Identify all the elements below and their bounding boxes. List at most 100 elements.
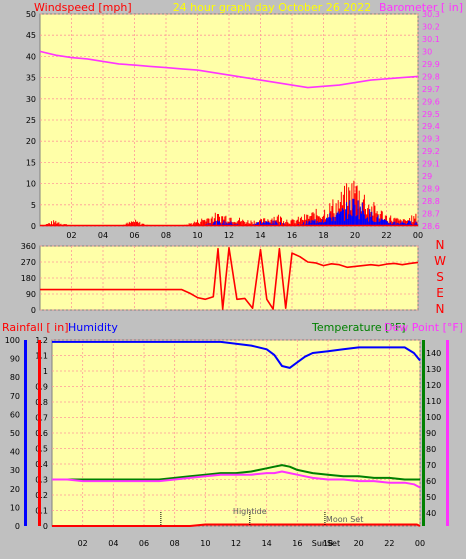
barometer-axis-label: Barometer [ in] [379,1,463,14]
humidity-axis-bar [24,340,27,526]
windspeed-tick-label: 20 [26,137,36,146]
event-markers: Hightide Moon Set SunSet [160,507,363,548]
windspeed-tick-label: 5 [31,201,36,210]
moonset-label: Moon Set [326,515,363,524]
rainfall-line [52,523,421,527]
panel-wind-barometer: 0 5 10 15 20 25 30 35 40 45 50 28.6 28.7 28.8 28.9 29 29… [26,1,463,240]
barometer-tick-label: 28.8 [422,197,440,206]
barometer-tick-label: 29.4 [422,122,440,131]
barometer-tick-label: 30.2 [422,22,440,31]
barometer-line [39,50,419,89]
hour-tick-label: 06 [129,231,139,240]
barometer-tick-label: 29.1 [422,160,440,169]
temperature-tick-label: 70 [426,461,436,470]
rainfall-axis-bar [38,340,41,526]
direction-tick-label: 180 [21,274,36,283]
hour-tick-label: 12 [231,539,241,548]
windspeed-tick-label: 45 [26,31,36,40]
humidity-axis-label: Humidity [68,321,118,334]
hour-tick-label: 04 [108,539,118,548]
barometer-tick-label: 28.9 [422,185,440,194]
windspeed-tick-label: 40 [26,52,36,61]
hour-tick-label: 20 [350,231,360,240]
rainfall-tick-label: 1.2 [35,336,48,345]
hour-tick-label: 16 [287,231,297,240]
compass-label: S [436,270,444,284]
compass-label: E [436,286,444,300]
hour-tick-label: 00 [415,539,425,548]
humidity-tick-label: 50 [10,429,20,438]
humidity-tick-label: 30 [10,466,20,475]
rainfall-tick-label: 0.2 [35,491,48,500]
series-wind-direction [40,247,419,310]
humidity-tick-label: 60 [10,410,20,419]
hour-tick-label: 22 [381,231,391,240]
hour-tick-label: 12 [224,231,234,240]
humidity-tick-label: 20 [10,485,20,494]
direction-tick-label: 0 [31,306,36,315]
rainfall-axis-label: Rainfall [ in] [2,321,69,334]
barometer-tick-label: 29 [422,172,432,181]
hour-tick-label: 10 [192,231,202,240]
hour-tick-label: 00 [413,231,423,240]
humidity-tick-label: 10 [10,503,20,512]
barometer-tick-label: 30.1 [422,35,440,44]
barometer-tick-label: 29.7 [422,85,440,94]
temperature-tick-label: 140 [426,349,441,358]
direction-tick-label: 90 [26,290,36,299]
barometer-tick-label: 29.9 [422,60,440,69]
temperature-tick-label: 110 [426,397,441,406]
temperature-line [52,464,420,481]
humidity-tick-label: 0 [15,522,20,531]
dewpoint-line [52,470,421,489]
humidity-tick-label: 100 [5,336,20,345]
temperature-axis-bar [422,340,425,526]
hour-tick-label: 16 [292,539,302,548]
hour-tick-label: 20 [354,539,364,548]
hour-tick-label: 14 [255,231,265,240]
humidity-tick-label: 80 [10,373,20,382]
rainfall-tick-label: 0.4 [35,460,48,469]
rainfall-tick-label: 0.6 [35,429,48,438]
axis-color-bars [24,340,449,526]
hour-tick-label: 08 [170,539,180,548]
gridlines-temperature [52,339,421,527]
temperature-tick-label: 60 [426,477,436,486]
series-temperature [52,340,421,527]
hour-tick-label: 10 [200,539,210,548]
hightide-label: Hightide [233,507,267,516]
tick-labels-wind: 0 5 10 15 20 25 30 35 40 45 50 28.6 28.7 28.8 28.9 29 29… [26,10,440,240]
barometer-tick-label: 28.6 [422,222,440,231]
hour-tick-label: 14 [262,539,272,548]
rainfall-tick-label: 0.1 [35,507,48,516]
windspeed-tick-label: 10 [26,180,36,189]
temperature-tick-label: 90 [426,429,436,438]
barometer-tick-label: 29.2 [422,147,440,156]
hour-tick-label: 06 [139,539,149,548]
barometer-tick-label: 29.8 [422,72,440,81]
humidity-tick-label: 90 [10,355,20,364]
barometer-tick-label: 29.6 [422,97,440,106]
hour-tick-label: 18 [318,231,328,240]
direction-tick-label: 360 [21,242,36,251]
dewpoint-axis-bar [446,340,449,526]
hour-tick-label: 22 [384,539,394,548]
rainfall-tick-label: 0.8 [35,398,48,407]
compass-label: W [434,254,446,268]
rainfall-tick-label: 1 [43,367,48,376]
rainfall-tick-label: 0.5 [35,445,48,454]
hour-tick-label: 02 [78,539,88,548]
rainfall-tick-label: 0.7 [35,414,48,423]
windspeed-tick-label: 25 [26,116,36,125]
temperature-tick-label: 40 [426,509,436,518]
barometer-tick-label: 29.3 [422,135,440,144]
windspeed-tick-label: 30 [26,95,36,104]
windspeed-tick-label: 35 [26,74,36,83]
temperature-tick-label: 100 [426,413,441,422]
barometer-tick-label: 29.5 [422,110,440,119]
dewpoint-axis-label: Dew Point [°F] [384,321,463,334]
chart-title: 24 hour graph day October 26 2022 [173,1,372,14]
